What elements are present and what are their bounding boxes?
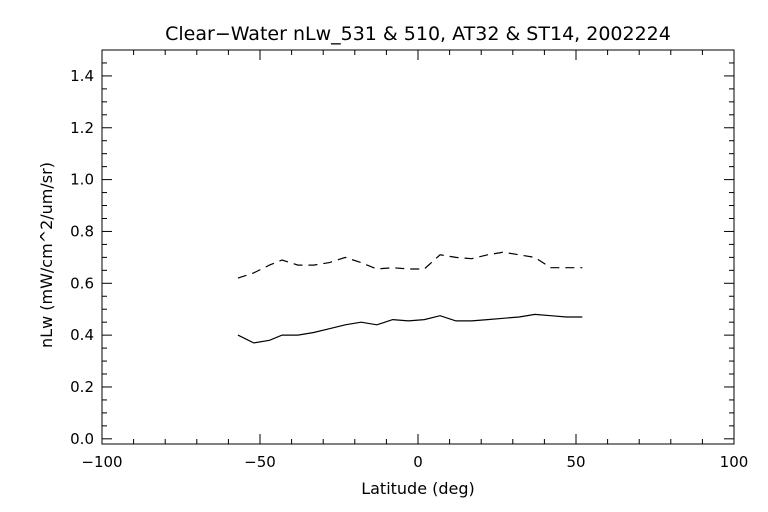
y-tick-label: 0.6 bbox=[70, 274, 94, 292]
y-tick-label: 1.0 bbox=[70, 171, 94, 189]
series-line-dashed bbox=[237, 251, 583, 279]
y-axis-label: nLw (mW/cm^2/um/sr) bbox=[37, 162, 56, 348]
y-tick-label: 0.4 bbox=[70, 326, 94, 344]
series-line-solid bbox=[237, 313, 583, 344]
y-tick-label: 0.2 bbox=[70, 378, 94, 396]
x-axis-label: Latitude (deg) bbox=[361, 479, 475, 498]
y-tick-label: 1.2 bbox=[70, 119, 94, 137]
tick-labels: −100 −50 0 50 100 0.0 0.2 0.4 0.6 0.8 1.0 1.2 1.4 bbox=[70, 67, 748, 471]
x-tick-label: 100 bbox=[720, 453, 749, 471]
series-lines bbox=[237, 251, 583, 344]
x-tick-label: −100 bbox=[81, 453, 122, 471]
x-tick-label: 0 bbox=[413, 453, 423, 471]
y-tick-label: 0.0 bbox=[70, 430, 94, 448]
axis-ticks bbox=[101, 49, 735, 444]
x-tick-label: 50 bbox=[566, 453, 585, 471]
x-tick-label: −50 bbox=[244, 453, 276, 471]
y-tick-label: 0.8 bbox=[70, 222, 94, 240]
chart-title: Clear−Water nLw_531 & 510, AT32 & ST14, … bbox=[165, 23, 671, 45]
y-tick-label: 1.4 bbox=[70, 67, 94, 85]
